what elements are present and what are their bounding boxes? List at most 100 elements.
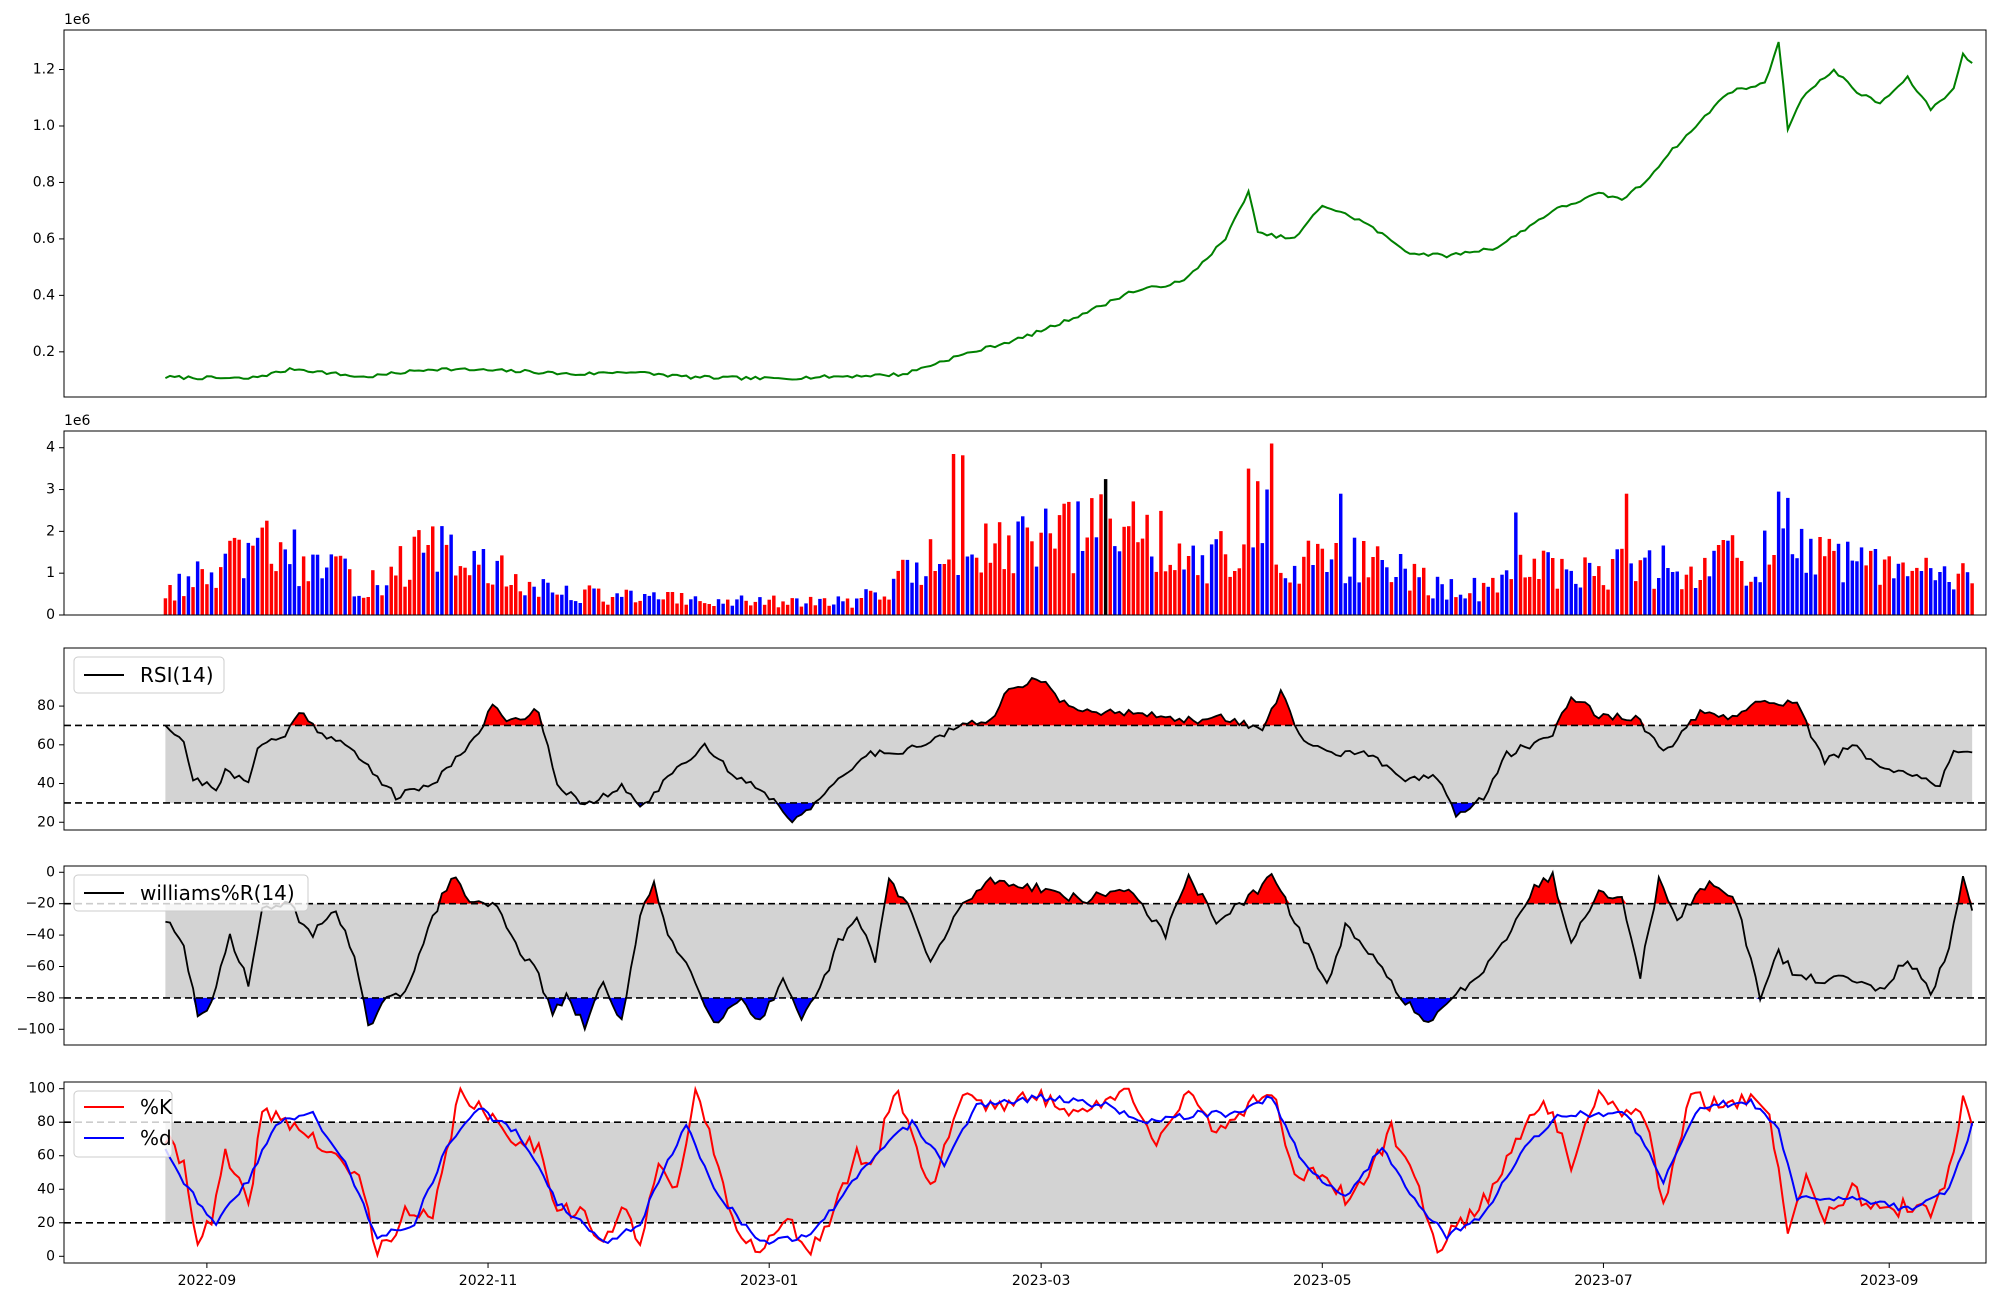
volume-bar — [670, 592, 675, 615]
indicator-line — [165, 869, 1974, 1033]
volume-bar — [1772, 555, 1776, 615]
y-tick-label: 20 — [37, 814, 55, 830]
volume-bar — [1887, 556, 1891, 615]
volume-bar — [1827, 538, 1832, 615]
y-tick-label: 40 — [37, 776, 55, 792]
y-tick-label: 0.2 — [33, 344, 55, 360]
volume-bar — [679, 593, 684, 615]
volume-bar — [873, 592, 877, 615]
volume-bar — [389, 566, 393, 615]
volume-bar — [421, 552, 426, 615]
volume-bar — [251, 545, 255, 615]
volume-bar — [587, 585, 592, 615]
volume-bar — [1481, 582, 1486, 615]
volume-bar — [1242, 544, 1246, 615]
k-line — [164, 1085, 1974, 1259]
volume-bar — [172, 600, 177, 615]
volume-bar — [1491, 577, 1495, 615]
volume-bar — [1813, 574, 1818, 615]
y-tick-label: 3 — [46, 482, 55, 498]
volume-bar — [1956, 573, 1961, 615]
volume-bar — [689, 599, 693, 615]
y-tick-label: −100 — [17, 1021, 55, 1037]
volume-bar — [942, 564, 947, 615]
y-tick-label: −20 — [25, 896, 55, 912]
volume-bar — [1555, 588, 1560, 615]
x-tick-label: 2023-09 — [1860, 1273, 1919, 1289]
volume-bar — [573, 601, 578, 615]
stochastic-panel: 0 20 40 60 80 100 %K %d — [28, 1081, 1987, 1264]
volume-bar — [1707, 576, 1712, 615]
volume-bar — [1597, 566, 1601, 615]
volume-bar — [961, 455, 965, 615]
volume-bar — [1675, 571, 1679, 615]
volume-bar — [334, 556, 338, 615]
y-tick-label: 100 — [28, 1081, 55, 1097]
volume-bar — [1528, 576, 1532, 615]
volume-bar — [435, 571, 440, 615]
volume-bar — [1495, 592, 1500, 615]
volume-bar — [1698, 580, 1702, 615]
volume-bar — [910, 582, 914, 615]
volume-bar — [1896, 563, 1901, 615]
volume-bar — [560, 594, 564, 615]
volume-bar — [1910, 570, 1914, 615]
x-tick-label: 2022-11 — [459, 1273, 518, 1289]
volume-bar — [1426, 595, 1431, 615]
volume-bar — [371, 570, 375, 615]
y-tick-label: 40 — [37, 1181, 55, 1197]
volume-bar — [781, 601, 785, 615]
volume-bar — [315, 554, 320, 615]
y-tick-label: 2 — [46, 523, 55, 539]
volume-bar — [855, 598, 859, 615]
volume-bar — [716, 599, 721, 615]
volume-bar — [1606, 589, 1610, 615]
volume-bar — [283, 549, 287, 615]
volume-bar — [366, 597, 370, 615]
volume-bar — [1449, 579, 1454, 615]
volume-bar — [1795, 558, 1799, 615]
volume-bar — [1200, 555, 1205, 615]
y-tick-label: 1.0 — [33, 118, 55, 134]
volume-bar — [274, 571, 278, 615]
volume-bar — [1726, 540, 1730, 615]
volume-bar — [1080, 551, 1085, 615]
volume-bar — [1781, 528, 1785, 615]
volume-bar — [804, 603, 808, 615]
d-line — [164, 1093, 1974, 1245]
volume-bar — [1366, 577, 1371, 615]
volume-bar — [1398, 554, 1403, 615]
volume-bar — [1090, 498, 1094, 615]
volume-bar — [311, 554, 315, 615]
volume-bar — [1486, 586, 1490, 615]
x-tick-label: 2023-01 — [740, 1273, 799, 1289]
volume-bar — [933, 571, 937, 615]
volume-bar — [237, 539, 241, 615]
volume-bar — [297, 586, 301, 615]
volume-bar — [1836, 543, 1841, 615]
volume-bar — [541, 579, 546, 615]
volume-bar — [951, 454, 956, 615]
volume-bar — [1339, 493, 1343, 615]
volume-bar — [739, 595, 744, 615]
volume-bar — [1970, 583, 1974, 615]
volume-bar — [260, 527, 264, 615]
volume-bar — [1044, 508, 1048, 615]
volume-bar — [518, 591, 523, 615]
plot-area — [64, 1085, 1986, 1259]
volume-bar — [486, 583, 490, 615]
volume-bar — [1265, 489, 1269, 615]
volume-bar — [698, 601, 702, 615]
volume-bar — [1578, 587, 1583, 615]
volume-bar — [500, 555, 504, 615]
date-axis: 2022-09 2022-11 2023-01 2023-03 2023-05 2023-… — [178, 1263, 1919, 1289]
volume-bar — [1620, 548, 1624, 615]
volume-bar — [265, 520, 269, 615]
volume-bar — [1514, 512, 1518, 615]
volume-bar — [868, 590, 873, 615]
volume-bar — [472, 550, 476, 615]
volume-bar — [375, 585, 380, 615]
volume-bar — [1629, 563, 1633, 615]
volume-bar — [1191, 545, 1195, 615]
volume-bar — [1237, 568, 1242, 615]
